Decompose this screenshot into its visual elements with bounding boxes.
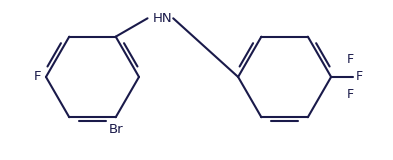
Text: F: F	[347, 88, 354, 101]
Text: HN: HN	[152, 12, 172, 25]
Text: Br: Br	[108, 123, 123, 136]
Text: F: F	[33, 70, 41, 84]
Text: F: F	[356, 70, 363, 84]
Text: F: F	[347, 53, 354, 66]
